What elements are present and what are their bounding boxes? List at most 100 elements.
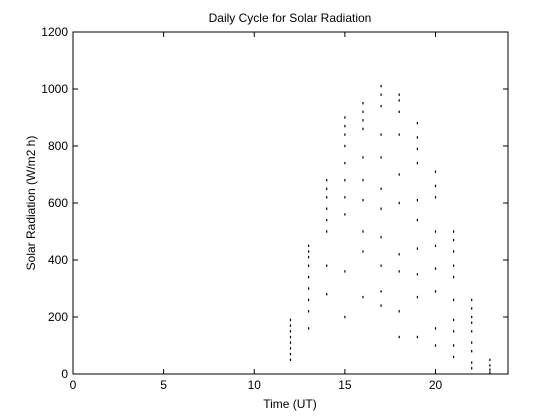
data-point <box>416 147 418 151</box>
data-point <box>416 335 418 339</box>
data-point <box>434 327 437 330</box>
data-point <box>380 264 382 267</box>
data-point <box>289 324 292 327</box>
data-point <box>289 330 292 333</box>
y-tick-label: 1000 <box>41 82 68 96</box>
data-point <box>362 119 364 122</box>
data-point <box>289 352 292 356</box>
data-point <box>362 127 364 131</box>
data-point <box>362 250 364 253</box>
data-point <box>416 273 418 276</box>
data-point <box>380 133 382 136</box>
data-point <box>326 264 328 267</box>
data-point <box>362 110 364 113</box>
data-point <box>453 250 455 253</box>
x-tick-label: 15 <box>338 378 352 392</box>
y-tick-label: 200 <box>48 310 68 324</box>
data-point <box>489 364 491 367</box>
data-point <box>326 218 328 222</box>
data-point <box>489 358 491 361</box>
data-point <box>362 230 364 233</box>
data-point <box>416 161 418 165</box>
data-point <box>344 144 346 148</box>
data-point <box>398 93 400 96</box>
data-point <box>434 170 437 173</box>
data-point <box>380 207 382 210</box>
data-point <box>471 367 473 370</box>
data-point <box>453 330 455 333</box>
data-point <box>344 213 346 216</box>
data-point <box>471 361 473 364</box>
data-point <box>308 298 310 302</box>
data-point <box>453 344 455 347</box>
data-point <box>362 179 364 182</box>
data-point <box>471 341 473 344</box>
x-tick-label: 5 <box>160 378 167 392</box>
data-point <box>326 187 328 190</box>
data-point <box>344 124 346 128</box>
data-point <box>453 238 455 242</box>
x-tick-label: 0 <box>70 378 77 392</box>
data-points <box>289 84 491 374</box>
data-point <box>326 207 328 210</box>
data-point <box>380 104 382 108</box>
chart-title: Daily Cycle for Solar Radiation <box>209 11 372 25</box>
data-point <box>326 196 328 199</box>
data-point <box>398 253 400 256</box>
data-point <box>416 247 418 250</box>
x-tick-label: 20 <box>429 378 443 392</box>
data-point <box>289 341 292 344</box>
data-point <box>453 230 455 233</box>
data-point <box>362 102 364 105</box>
data-point <box>416 295 418 299</box>
y-axis-label: Solar Radiation (W/m2 h) <box>24 136 38 271</box>
y-tick-label: 800 <box>48 139 68 153</box>
data-point <box>326 293 328 296</box>
data-point <box>380 93 382 96</box>
data-point <box>434 230 437 233</box>
data-point <box>398 201 400 205</box>
data-point <box>308 255 310 259</box>
data-point <box>434 290 437 293</box>
data-point <box>380 156 382 159</box>
data-point <box>453 298 455 302</box>
data-point <box>434 267 437 270</box>
data-point <box>362 295 364 299</box>
data-point <box>380 187 382 190</box>
data-point <box>471 298 473 302</box>
data-point <box>416 199 418 202</box>
data-point <box>344 133 346 136</box>
data-point <box>326 230 328 233</box>
data-point <box>308 310 310 313</box>
data-point <box>398 310 400 313</box>
data-point <box>362 156 364 159</box>
data-point <box>380 304 382 307</box>
data-point <box>289 318 292 322</box>
data-point <box>398 173 400 176</box>
data-point <box>434 244 437 247</box>
data-point <box>289 358 292 361</box>
data-point <box>344 270 346 273</box>
data-point <box>416 122 418 125</box>
data-point <box>434 184 437 188</box>
data-point <box>398 133 400 136</box>
data-point <box>471 315 473 319</box>
data-point <box>344 179 346 182</box>
x-axis-label: Time (UT) <box>263 397 317 411</box>
data-point <box>344 315 346 319</box>
data-point <box>434 344 437 347</box>
data-point <box>289 335 292 339</box>
data-point <box>453 264 455 267</box>
data-point <box>398 335 400 339</box>
data-point <box>344 116 346 119</box>
data-point <box>380 84 382 88</box>
data-point <box>344 161 346 165</box>
y-tick-label: 0 <box>61 367 68 381</box>
data-point <box>453 275 455 279</box>
data-point <box>398 110 400 113</box>
data-point <box>416 136 418 139</box>
data-point <box>471 321 473 324</box>
